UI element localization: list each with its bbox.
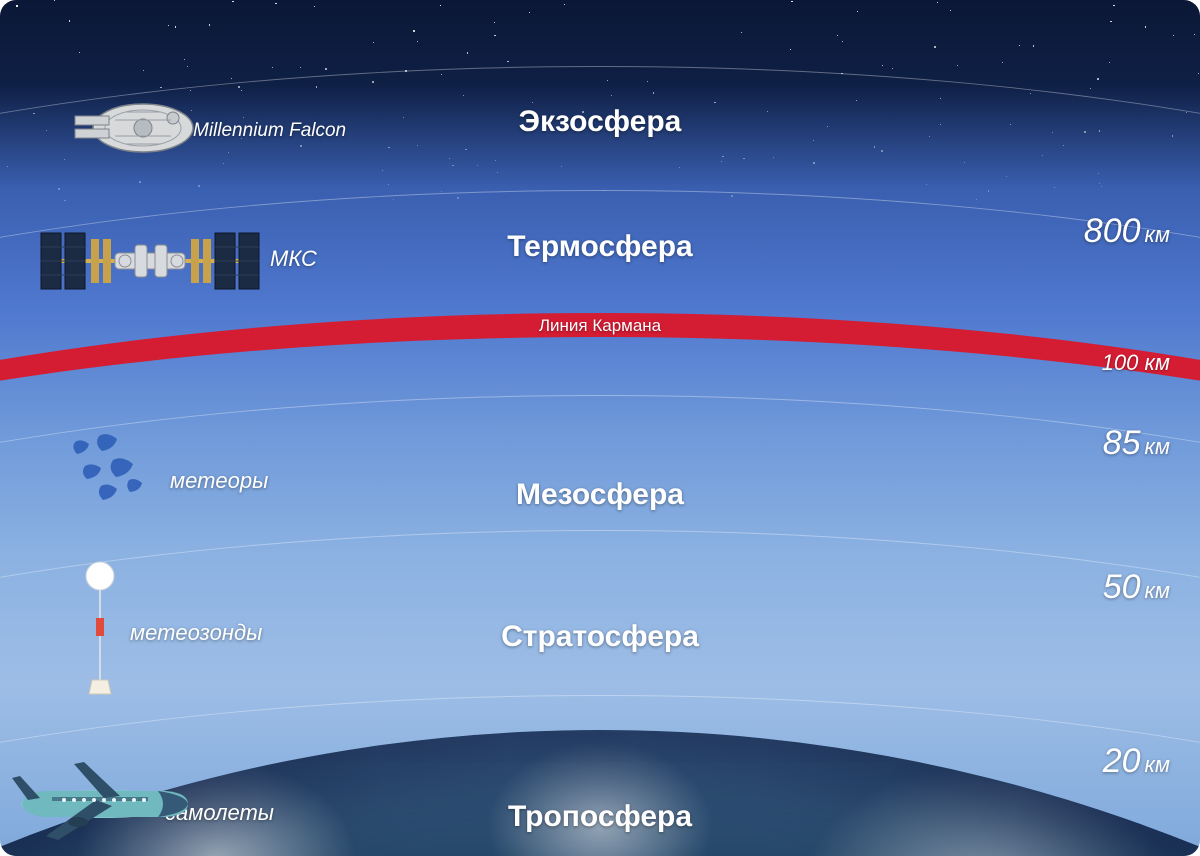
karman-alt-value: 100	[1102, 350, 1139, 375]
karman-alt-unit: км	[1145, 350, 1170, 375]
meteors-icon	[55, 430, 165, 510]
object-label-weather-balloon: метеозонды	[130, 620, 262, 646]
altitude-value: 50	[1103, 568, 1141, 606]
altitude-mesosphere: 85км	[1103, 424, 1170, 463]
layer-title-exosphere: Экзосфера	[519, 105, 682, 139]
iss-icon	[35, 225, 265, 297]
millennium-falcon-icon	[65, 90, 205, 160]
object-label-millennium-falcon: Millennium Falcon	[193, 120, 346, 142]
object-label-meteors: метеоры	[170, 468, 268, 494]
altitude-value: 85	[1103, 424, 1141, 462]
altitude-value: 20	[1103, 742, 1141, 780]
altitude-unit: км	[1145, 222, 1170, 247]
layer-title-mesosphere: Мезосфера	[516, 478, 684, 512]
altitude-unit: км	[1145, 578, 1170, 603]
layer-title-troposphere: Тропосфера	[508, 800, 692, 834]
altitude-thermosphere: 800км	[1084, 212, 1170, 251]
altitude-value: 800	[1084, 212, 1141, 250]
altitude-unit: км	[1145, 752, 1170, 777]
layer-title-stratosphere: Стратосфера	[501, 620, 699, 654]
altitude-troposphere: 20км	[1103, 742, 1170, 781]
weather-balloon-icon	[80, 560, 120, 710]
layer-title-thermosphere: Термосфера	[507, 230, 692, 264]
karman-line-label: Линия Кармана	[539, 316, 661, 336]
altitude-unit: км	[1145, 434, 1170, 459]
atmosphere-diagram: Линия Кармана 100 км Экзосфера Millennium…	[0, 0, 1200, 856]
object-label-iss: МКС	[270, 246, 317, 272]
airplane-icon	[8, 750, 193, 842]
karman-line-altitude: 100 км	[1102, 350, 1170, 376]
altitude-stratosphere: 50км	[1103, 568, 1170, 607]
